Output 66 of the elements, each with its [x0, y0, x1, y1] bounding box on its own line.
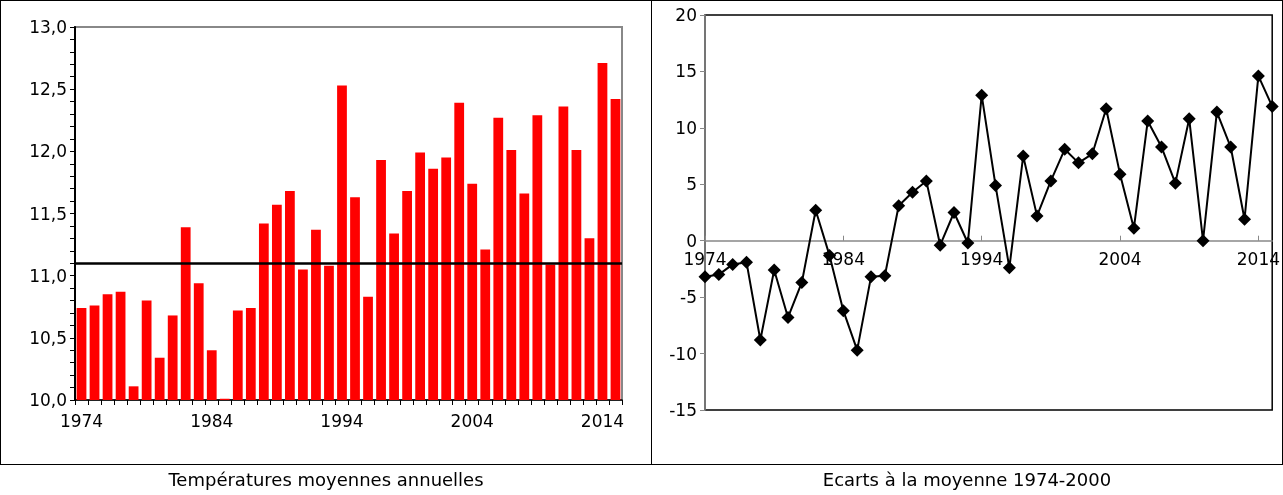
point: [1224, 140, 1238, 154]
y-tick-label: 15: [675, 61, 697, 82]
point: [726, 257, 740, 271]
point: [1099, 102, 1113, 116]
point: [1265, 99, 1279, 113]
point: [906, 185, 920, 199]
text: Ecarts à la moyenne 1974-2000: [821, 468, 1113, 492]
point: [1251, 69, 1265, 83]
point: [836, 304, 850, 318]
point: [698, 270, 712, 284]
x-tick-label: 2004: [1098, 249, 1142, 270]
point: [919, 174, 933, 188]
point: [975, 88, 989, 102]
point: [947, 206, 961, 219]
x-tick-label: 2004: [450, 410, 494, 431]
point: [1058, 142, 1072, 156]
y-tick-label: 12,5: [29, 79, 67, 100]
point: [767, 263, 781, 277]
point: [989, 178, 1003, 192]
point: [1210, 105, 1224, 119]
x-tick-label: 1984: [190, 410, 234, 431]
point: [1238, 212, 1252, 226]
y-tick-label: 13,0: [29, 17, 67, 37]
point: [864, 270, 878, 284]
point: [1141, 114, 1155, 128]
point: [753, 333, 767, 347]
point: [1182, 112, 1196, 126]
point: [781, 310, 795, 324]
x-tick-label: 1974: [683, 249, 727, 270]
y-tick-label: 10,5: [29, 327, 67, 348]
y-tick-label: 10: [675, 117, 697, 138]
point: [892, 199, 906, 213]
point: [1113, 167, 1127, 181]
x-tick-label: 1994: [320, 410, 364, 431]
point: [1196, 234, 1210, 248]
y-tick-label: 20: [675, 5, 697, 25]
point: [1044, 174, 1058, 188]
point: [1002, 261, 1016, 275]
point: [1155, 140, 1169, 154]
point: [809, 203, 823, 217]
x-tick-label: 1994: [960, 249, 1004, 270]
point: [1072, 156, 1086, 170]
point: [1085, 147, 1099, 161]
point: [795, 275, 809, 289]
y-tick-label: 11,0: [29, 265, 67, 286]
point: [1030, 209, 1044, 223]
x-tick-label: 2014: [580, 410, 625, 431]
point: [961, 236, 975, 250]
point: [712, 268, 726, 282]
point: [740, 255, 753, 269]
point: [878, 269, 892, 283]
text: Températures moyennes annuelles: [167, 468, 485, 492]
point: [1168, 176, 1182, 190]
point: [1127, 221, 1141, 235]
y-tick-label: -10: [669, 343, 697, 364]
point: [933, 238, 947, 252]
y-tick-label: -5: [680, 287, 697, 308]
y-tick-label: 11,5: [29, 203, 67, 224]
y-tick-label: 0: [686, 230, 697, 251]
y-tick-label: 12,0: [29, 141, 67, 162]
point: [1016, 149, 1030, 163]
y-tick-label: 10,0: [29, 390, 67, 410]
point: [850, 343, 864, 357]
y-tick-label: 5: [686, 174, 697, 195]
x-tick-label: 1974: [59, 410, 104, 431]
y-tick-label: -15: [669, 400, 697, 420]
